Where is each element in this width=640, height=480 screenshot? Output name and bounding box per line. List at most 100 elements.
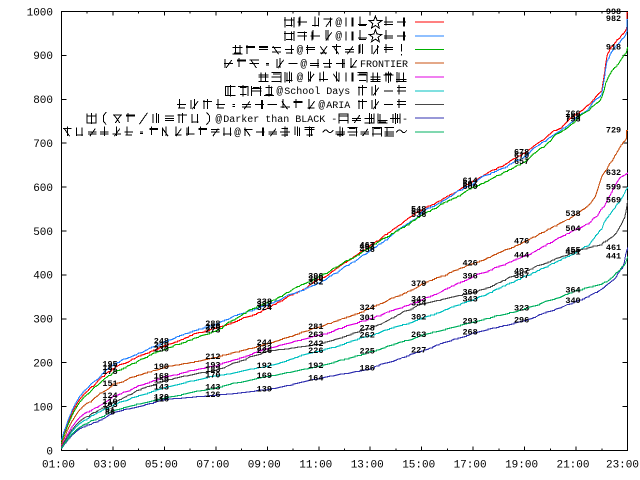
svg-text:670: 670 [514,151,529,161]
svg-text:444: 444 [514,250,529,260]
svg-text:17:00: 17:00 [454,460,487,472]
svg-text:324: 324 [257,303,272,313]
svg-text:632: 632 [606,168,621,178]
svg-text:244: 244 [257,338,272,348]
svg-text:278: 278 [360,323,375,333]
svg-text:239: 239 [154,340,169,350]
svg-text:324: 324 [360,303,375,313]
svg-text:900: 900 [33,51,53,63]
svg-text:657: 657 [514,157,529,167]
svg-text:379: 379 [411,279,426,289]
svg-text:536: 536 [411,210,426,220]
svg-text:280: 280 [205,322,220,332]
svg-text:455: 455 [565,246,580,256]
svg-text:168: 168 [154,372,169,382]
svg-text:729: 729 [606,125,621,135]
svg-text:548: 548 [411,205,426,215]
svg-text:268: 268 [462,328,477,338]
svg-text:800: 800 [33,95,53,107]
svg-text:143: 143 [205,383,220,393]
svg-text:288: 288 [205,319,220,329]
svg-text:91: 91 [105,405,115,415]
svg-text:Darker than BLACK -: Darker than BLACK - [223,114,337,126]
svg-text:192: 192 [257,361,272,371]
svg-text:332: 332 [257,300,272,310]
svg-text:100: 100 [33,402,53,414]
svg-text:212: 212 [205,352,220,362]
svg-text:242: 242 [308,339,323,349]
svg-text:390: 390 [308,274,323,284]
svg-text:@: @ [300,59,307,71]
svg-text:998: 998 [606,7,621,17]
svg-text:@: @ [318,100,325,112]
svg-text:120: 120 [154,393,169,403]
svg-text:600: 600 [462,182,477,192]
svg-text:124: 124 [102,391,117,401]
svg-text:143: 143 [154,383,169,393]
svg-text:@: @ [215,114,222,126]
svg-text:758: 758 [565,113,580,123]
svg-text:190: 190 [154,362,169,372]
svg-text:766: 766 [565,109,580,119]
svg-text:01:00: 01:00 [42,460,75,472]
svg-text:263: 263 [411,330,426,340]
svg-text:139: 139 [257,384,272,394]
svg-text:543: 543 [411,207,426,217]
svg-text:382: 382 [308,278,323,288]
svg-text:599: 599 [606,182,621,192]
svg-text:200: 200 [33,359,53,371]
svg-text:230: 230 [154,344,169,354]
svg-text:400: 400 [33,271,53,283]
svg-text:607: 607 [462,179,477,189]
svg-text:11:00: 11:00 [299,460,332,472]
svg-text:169: 169 [257,371,272,381]
svg-text:186: 186 [360,364,375,374]
svg-text:193: 193 [205,361,220,371]
svg-text:FRONTIER: FRONTIER [360,60,408,71]
svg-text:500: 500 [33,227,53,239]
svg-text:03:00: 03:00 [93,460,126,472]
svg-text:263: 263 [308,330,323,340]
svg-text:273: 273 [205,326,220,336]
svg-text:407: 407 [514,267,529,277]
svg-text:397: 397 [514,271,529,281]
svg-text:86: 86 [105,408,115,418]
svg-text:538: 538 [565,209,580,219]
svg-text:753: 753 [565,115,580,125]
svg-text:195: 195 [102,360,117,370]
svg-text:@: @ [276,86,283,98]
svg-text:126: 126 [205,390,220,400]
svg-text:226: 226 [257,346,272,356]
svg-text:09:00: 09:00 [248,460,281,472]
svg-text:159: 159 [154,376,169,386]
svg-text:1000: 1000 [27,7,53,19]
svg-text:170: 170 [205,371,220,381]
svg-text:192: 192 [308,361,323,371]
svg-text:296: 296 [514,315,529,325]
svg-text:476: 476 [514,236,529,246]
svg-text:@: @ [335,31,342,43]
svg-text:23:00: 23:00 [606,460,639,472]
svg-text:451: 451 [565,247,580,257]
svg-text:@: @ [297,73,304,85]
svg-text:569: 569 [606,196,621,206]
svg-text:0: 0 [46,446,53,458]
svg-text:426: 426 [462,258,477,268]
svg-text:13:00: 13:00 [351,460,384,472]
svg-text:@: @ [297,45,304,57]
svg-text:441: 441 [606,252,621,262]
svg-text:918: 918 [606,42,621,52]
svg-text:461: 461 [606,243,621,253]
svg-text:504: 504 [565,224,580,234]
svg-text:364: 364 [565,286,580,296]
svg-text:301: 301 [360,313,375,323]
svg-text:15:00: 15:00 [402,460,435,472]
svg-text:187: 187 [102,363,117,373]
svg-text:281: 281 [308,322,323,332]
svg-text:600: 600 [33,183,53,195]
svg-text:226: 226 [308,346,323,356]
svg-text:151: 151 [102,379,117,389]
svg-text:103: 103 [102,400,117,410]
svg-text:302: 302 [411,313,426,323]
svg-text:164: 164 [308,373,323,383]
